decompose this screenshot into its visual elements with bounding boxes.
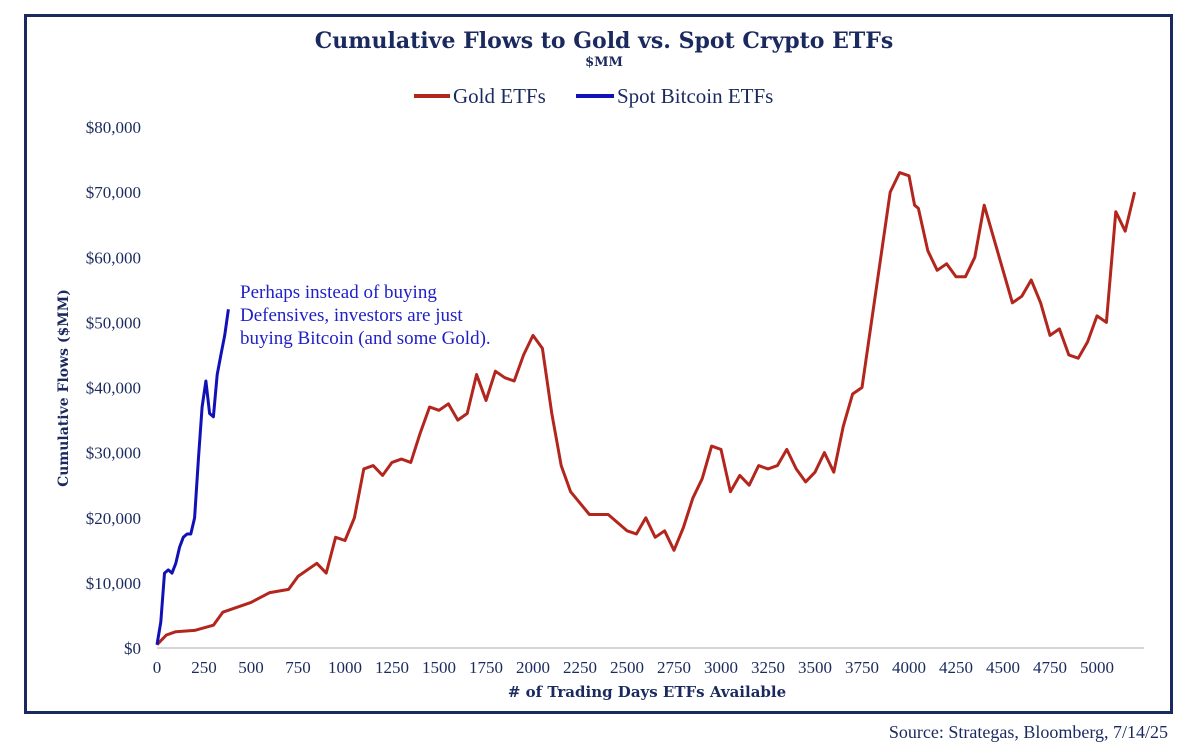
x-tick-label: 3750	[845, 658, 879, 677]
annotation: Perhaps instead of buying Defensives, in…	[240, 282, 491, 349]
legend-label-gold: Gold ETFs	[453, 84, 546, 108]
y-axis-ticks: $0 $10,000 $20,000 $30,000 $40,000 $50,000 $60…	[86, 118, 141, 658]
x-tick-label: 2750	[657, 658, 691, 677]
x-tick-label: 3500	[798, 658, 832, 677]
x-tick-label: 3000	[704, 658, 738, 677]
y-tick-label: $10,000	[86, 574, 141, 593]
y-tick-label: $80,000	[86, 118, 141, 137]
x-tick-label: 4500	[986, 658, 1020, 677]
series-line-bitcoin	[155, 309, 230, 645]
annotation-line-1: Perhaps instead of buying	[240, 282, 437, 303]
x-tick-label: 5000	[1080, 658, 1114, 677]
annotation-line-2: Defensives, investors are just	[240, 305, 463, 326]
x-tick-label: 750	[285, 658, 311, 677]
y-tick-label: $50,000	[86, 313, 141, 332]
y-tick-label: $60,000	[86, 248, 141, 267]
source-note: Source: Strategas, Bloomberg, 7/14/25	[888, 722, 1168, 742]
y-tick-label: $0	[124, 639, 141, 658]
x-tick-label: 1250	[375, 658, 409, 677]
chart-title: Cumulative Flows to Gold vs. Spot Crypto…	[315, 28, 894, 54]
y-tick-label: $70,000	[86, 183, 141, 202]
y-axis-label: Cumulative Flows ($MM)	[56, 289, 72, 487]
x-axis-ticks: 0 250 500 750 1000 1250 1500 1750 2000 2250 2500 27…	[153, 658, 1114, 677]
x-tick-label: 4000	[892, 658, 926, 677]
x-tick-label: 0	[153, 658, 162, 677]
y-tick-label: $40,000	[86, 379, 141, 398]
annotation-line-3: buying Bitcoin (and some Gold).	[240, 328, 491, 349]
chart-frame	[24, 14, 1173, 714]
x-tick-label: 250	[191, 658, 217, 677]
y-tick-label: $30,000	[86, 444, 141, 463]
legend-label-bitcoin: Spot Bitcoin ETFs	[617, 84, 773, 108]
legend: Gold ETFs Spot Bitcoin ETFs	[414, 84, 773, 108]
x-tick-label: 2500	[610, 658, 644, 677]
x-tick-label: 1000	[328, 658, 362, 677]
series-line-gold	[155, 171, 1137, 646]
x-tick-label: 3250	[751, 658, 785, 677]
x-tick-label: 4250	[939, 658, 973, 677]
x-tick-label: 1500	[422, 658, 456, 677]
x-tick-label: 2250	[563, 658, 597, 677]
chart-subtitle: $MM	[585, 55, 623, 70]
x-tick-label: 500	[238, 658, 264, 677]
x-tick-label: 4750	[1033, 658, 1067, 677]
x-tick-label: 2000	[516, 658, 550, 677]
x-tick-label: 1750	[469, 658, 503, 677]
y-tick-label: $20,000	[86, 509, 141, 528]
x-axis-label: # of Trading Days ETFs Available	[508, 683, 786, 701]
